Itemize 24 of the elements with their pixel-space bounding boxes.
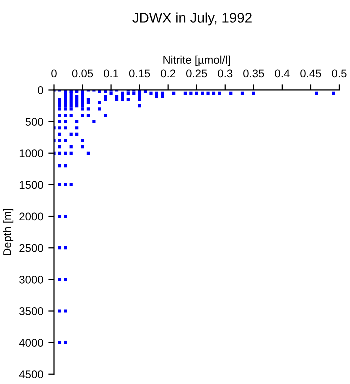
x-tick-label: 0.05: [72, 70, 94, 78]
x-tick-label: 0.4: [275, 70, 290, 78]
chart-title: JDWX in July, 1992: [132, 12, 252, 26]
y-tick-label: 3500: [20, 308, 44, 316]
y-tick-label: 4000: [19, 339, 44, 347]
x-tick-label: 0.15: [129, 70, 150, 78]
y-tick-label: 3000: [20, 276, 44, 284]
x-tick-label: 0.5: [332, 70, 347, 78]
x-tick-label: 0.45: [300, 70, 322, 78]
x-tick-label: 0.25: [186, 70, 208, 78]
x-tick-label: 0: [52, 70, 57, 78]
y-tick-label: 1000: [20, 150, 44, 158]
x-tick-label: 0.1: [104, 70, 118, 78]
y-tick-label: 2500: [20, 244, 44, 252]
x-tick-label: 0.2: [161, 70, 176, 78]
x-tick-label: 0.35: [244, 70, 264, 78]
y-tick-label: 4500: [19, 370, 44, 379]
x-axis-title: Nitrite [µmol/l]: [164, 56, 230, 66]
y-axis-title: Depth [m]: [3, 209, 14, 256]
y-tick-label: 500: [26, 118, 44, 126]
y-tick-label: 1500: [20, 181, 44, 190]
y-tick-label: 0: [38, 86, 44, 94]
x-tick-label: 0.3: [218, 70, 233, 78]
y-tick-label: 2000: [20, 212, 44, 221]
